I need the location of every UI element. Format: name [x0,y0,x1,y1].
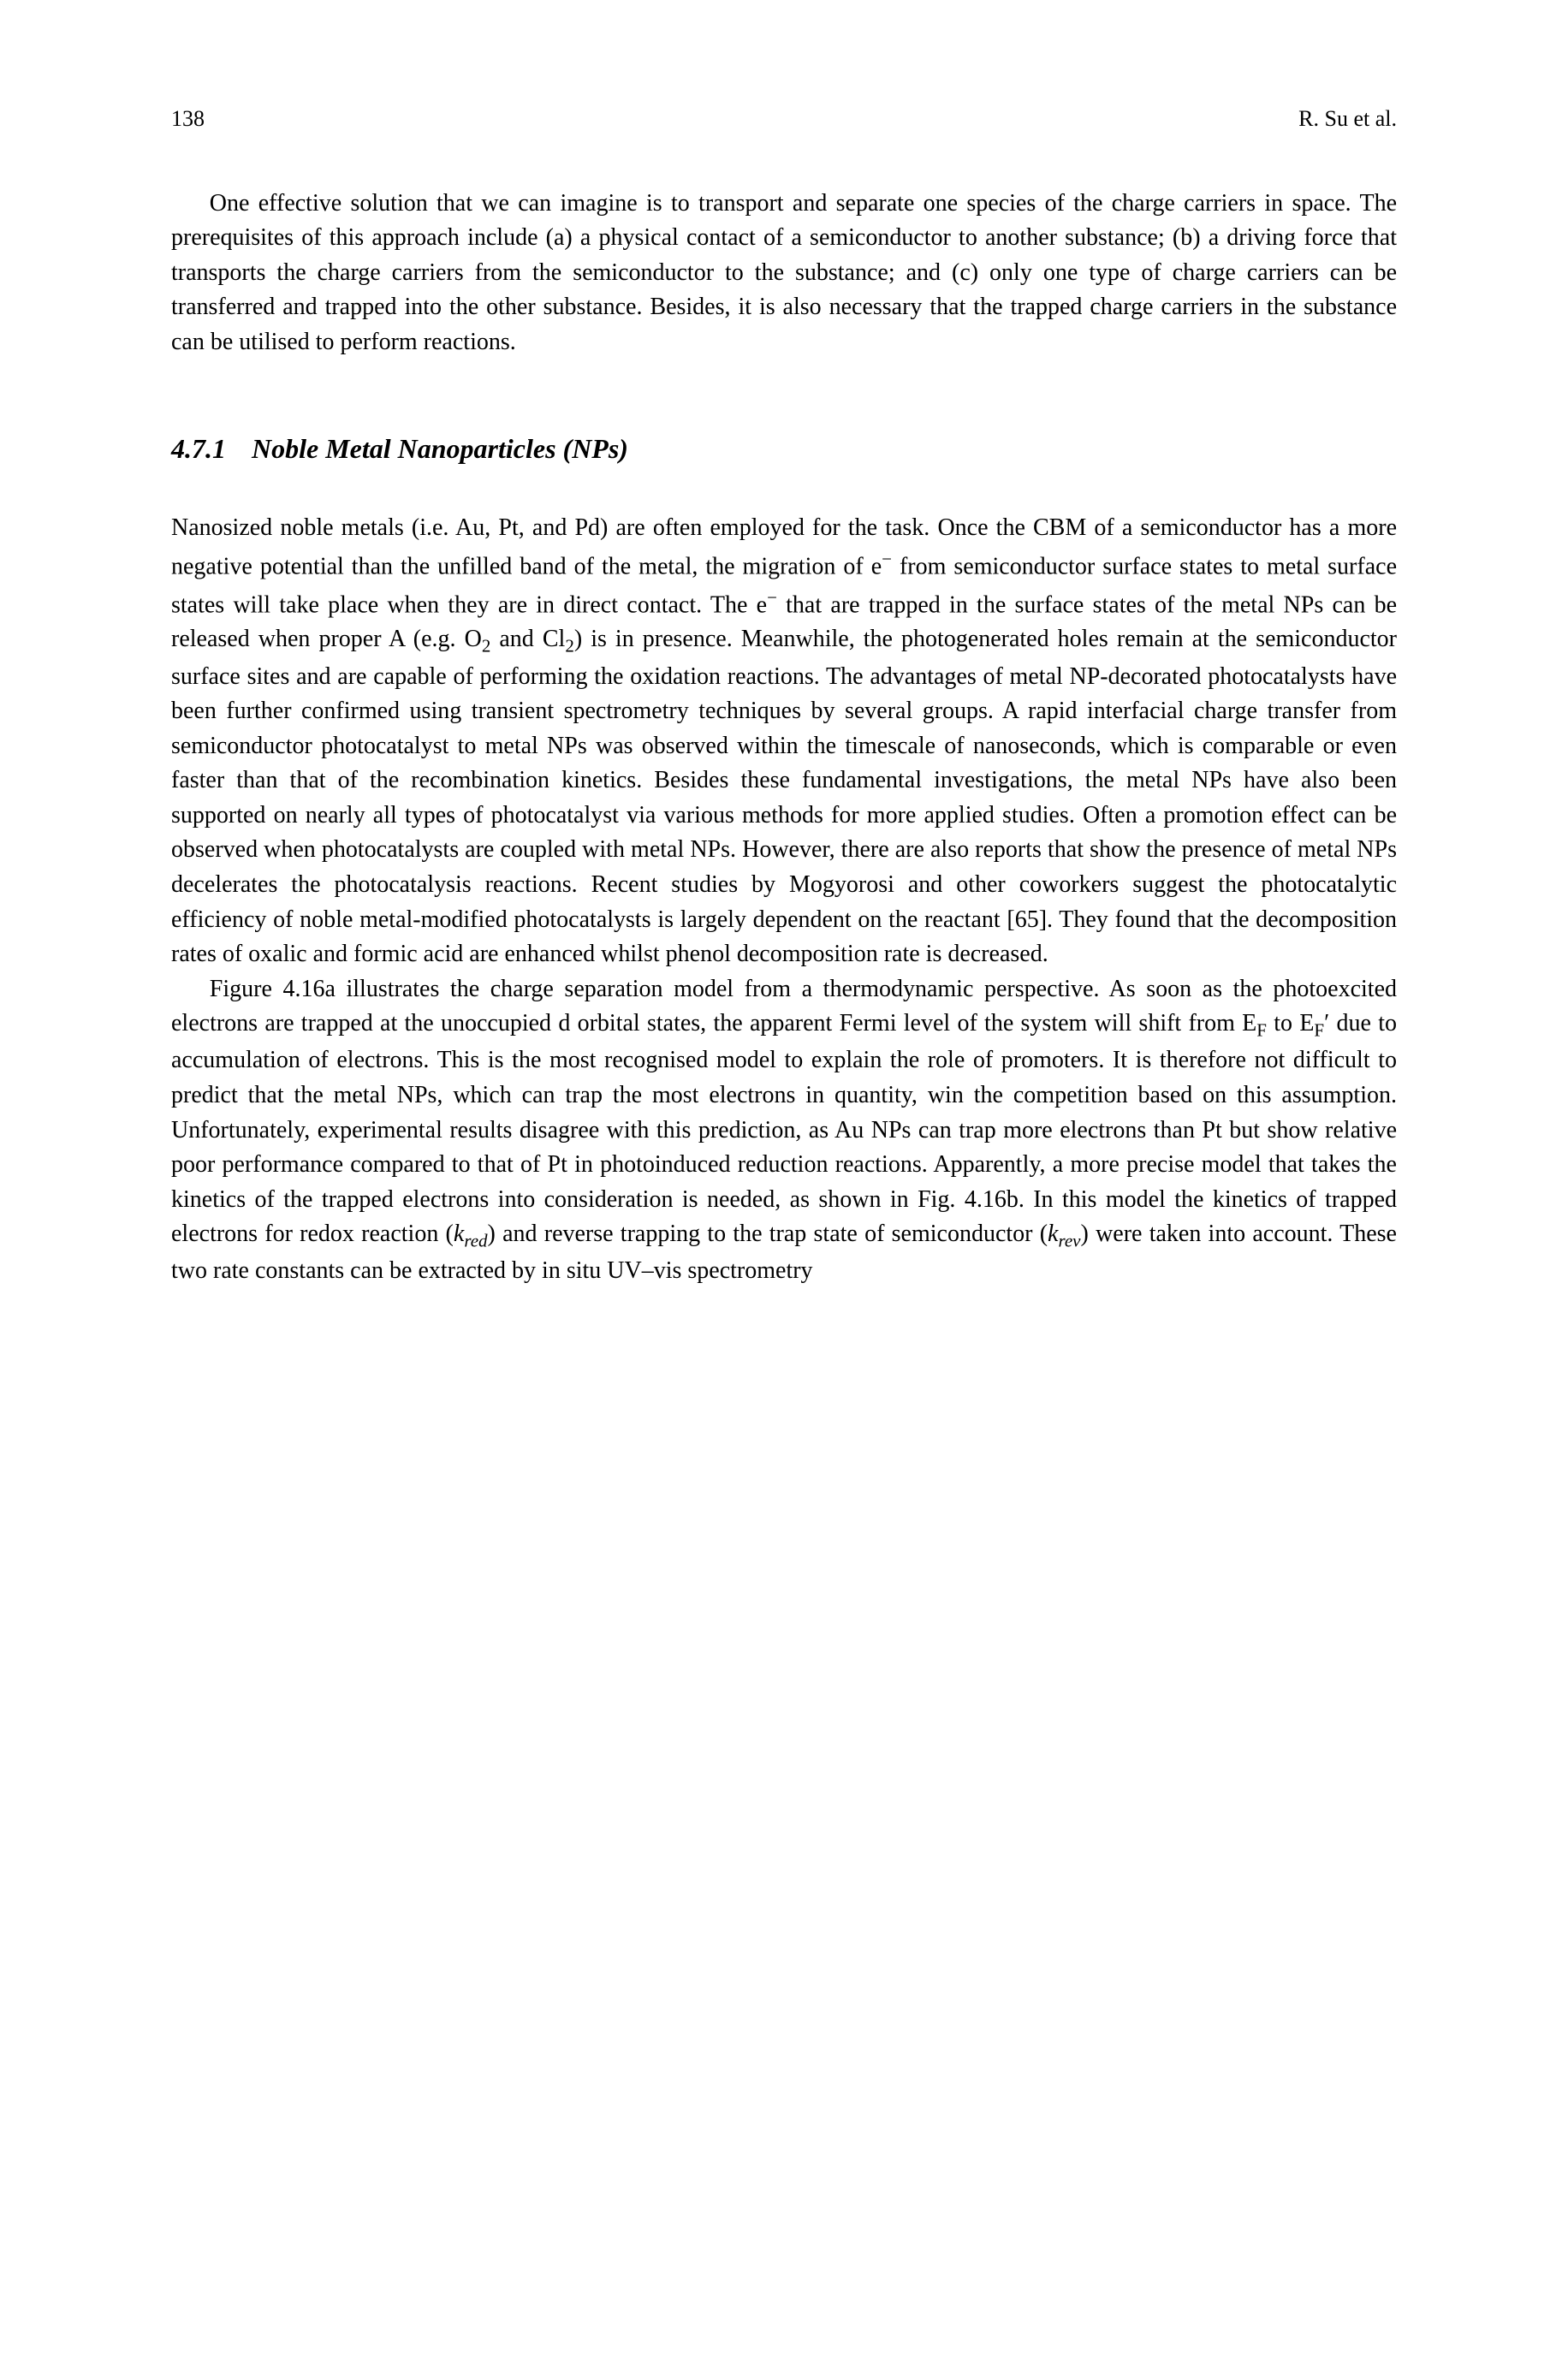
page-number: 138 [171,103,205,135]
body-p1-text-e: ) is in presence. Meanwhile, the photoge… [171,626,1397,967]
fermi-subscript-f: F [1256,1020,1267,1041]
page-header: 138 R. Su et al. [171,103,1397,135]
chlorine-subscript-2: 2 [565,636,574,656]
body-p2-text-b: to E [1267,1010,1314,1037]
running-head: R. Su et al. [1298,103,1397,135]
electron-superscript-minus: − [882,549,892,569]
k-red-symbol: k [454,1221,464,1247]
intro-paragraph: One effective solution that we can imagi… [171,187,1397,360]
fermi-subscript-f-prime: F [1314,1020,1324,1041]
k-rev-symbol: k [1048,1221,1058,1247]
body-paragraph-1: Nanosized noble metals (i.e. Au, Pt, and… [171,511,1397,972]
section-heading: 4.7.1 Noble Metal Nanoparticles (NPs) [171,429,1397,468]
body-p1-text-d: and Cl [490,626,565,652]
oxygen-subscript-2: 2 [482,636,491,656]
body-p2-text-c: due to accumulation of electrons. This i… [171,1010,1397,1247]
section-title: Noble Metal Nanoparticles (NPs) [252,433,628,464]
body-p2-text-a: Figure 4.16a illustrates the charge sepa… [171,976,1397,1037]
body-p2-text-d: ) and reverse trapping to the trap state… [488,1221,1048,1247]
electron-superscript-minus-2: − [767,587,777,608]
k-rev-subscript: rev [1058,1231,1080,1251]
body-paragraph-2: Figure 4.16a illustrates the charge sepa… [171,972,1397,1289]
section-number: 4.7.1 [171,429,226,468]
k-red-subscript: red [464,1231,487,1251]
